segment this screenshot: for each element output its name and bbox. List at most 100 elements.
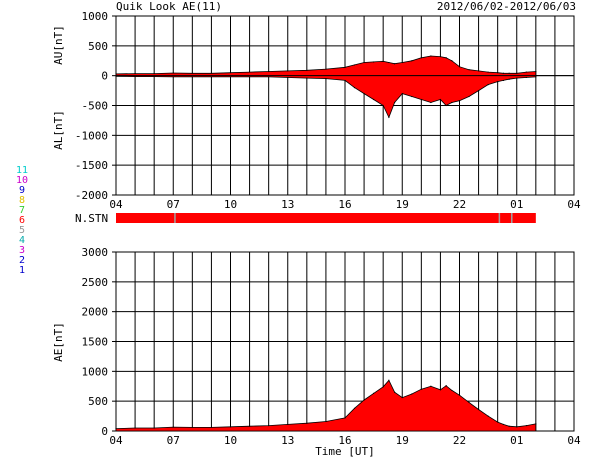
au-point — [439, 55, 442, 58]
bottom-xtick-label: 07 — [167, 434, 180, 447]
au-point — [210, 72, 213, 74]
n-stn-gap — [511, 213, 513, 223]
al-point — [344, 79, 346, 82]
au-point — [388, 61, 390, 64]
al-point — [497, 81, 499, 83]
n-stn-gap — [174, 213, 176, 223]
al-point — [508, 78, 510, 80]
au-point — [451, 60, 453, 62]
ae-point — [394, 391, 396, 393]
au-point — [382, 60, 384, 62]
al-point — [525, 76, 527, 79]
al-point — [134, 75, 136, 78]
ae-point — [477, 408, 480, 411]
au-point — [394, 63, 396, 65]
ae-point — [248, 425, 251, 427]
au-point — [497, 72, 499, 74]
au-point — [229, 72, 232, 74]
au-point — [401, 61, 403, 64]
al-point — [325, 78, 327, 80]
stn-legend-entry: 6 — [19, 215, 25, 226]
ae-point — [115, 428, 117, 430]
top-ytick-label: 1000 — [82, 10, 109, 23]
al-point — [477, 89, 480, 92]
ae-point — [502, 423, 504, 426]
au-point — [487, 71, 489, 73]
bottom-xtick-label: 04 — [109, 434, 123, 447]
bottom-ytick-label: 3000 — [82, 246, 109, 259]
stn-legend-entry: 9 — [19, 185, 25, 196]
al-point — [210, 76, 213, 78]
ae-point — [535, 423, 537, 425]
ae-point — [468, 401, 470, 403]
bottom-ytick-label: 2500 — [82, 276, 109, 289]
ae-point — [287, 423, 289, 426]
top-xtick-label: 10 — [224, 198, 237, 211]
bottom-xtick-label: 10 — [224, 434, 237, 447]
top-xtick-label: 01 — [510, 198, 523, 211]
al-point — [458, 100, 461, 102]
au-point — [353, 64, 356, 66]
ae-point — [382, 386, 384, 388]
top-xtick-label: 07 — [167, 198, 180, 211]
stn-legend-entry: 3 — [19, 245, 25, 256]
ae-point — [401, 396, 403, 399]
ae-point — [525, 425, 527, 427]
top-frame — [115, 15, 575, 196]
ae-point — [344, 417, 346, 419]
au-point — [468, 69, 470, 71]
al-point — [430, 101, 432, 104]
bottom-xtick-label: 22 — [453, 434, 466, 447]
stn-legend-entry: 11 — [16, 165, 28, 176]
au-axis-label: AU[nT] — [52, 25, 65, 65]
au-point — [134, 72, 136, 75]
ae-point — [325, 420, 327, 423]
au-point — [502, 72, 504, 74]
al-point — [373, 98, 375, 101]
bottom-ytick-label: 2000 — [82, 306, 109, 319]
al-point — [535, 76, 537, 78]
top-xtick-label: 16 — [338, 198, 351, 211]
ae-point — [388, 379, 390, 381]
top-ytick-label: 500 — [88, 40, 108, 53]
au-point — [344, 66, 346, 68]
stn-legend-entry: 5 — [19, 225, 25, 236]
al-point — [248, 76, 251, 78]
bottom-ytick-label: 0 — [101, 425, 108, 438]
top-ytick-label: -500 — [82, 100, 109, 113]
au-point — [248, 71, 251, 73]
al-point — [115, 75, 117, 77]
ae-point — [439, 389, 442, 391]
au-point — [373, 61, 375, 63]
au-point — [306, 69, 308, 71]
ae-point — [210, 426, 213, 429]
ae-point — [134, 427, 136, 429]
al-point — [353, 87, 356, 89]
al-point — [401, 92, 403, 95]
au-point — [172, 72, 174, 74]
bottom-xtick-label: 01 — [510, 434, 523, 447]
al-point — [191, 76, 193, 78]
stn-legend-entry: 4 — [19, 235, 25, 246]
ae-axis-label: AE[nT] — [52, 322, 65, 362]
top-ytick-label: -1000 — [75, 129, 108, 142]
au-point — [268, 70, 270, 73]
au-point — [411, 60, 413, 62]
au-point — [153, 72, 155, 75]
al-point — [363, 92, 365, 95]
stn-legend-entry: 1 — [19, 265, 25, 276]
al-point — [153, 75, 155, 78]
au-point — [508, 72, 510, 74]
stn-legend-entry: 8 — [19, 195, 25, 206]
au-point — [363, 61, 365, 64]
top-xtick-label: 04 — [567, 198, 581, 211]
top-xtick-label: 04 — [109, 198, 123, 211]
al-point — [229, 76, 232, 78]
bottom-xtick-label: 04 — [567, 434, 581, 447]
ae-point — [191, 426, 193, 429]
al-point — [411, 95, 413, 98]
al-point — [451, 101, 453, 104]
bottom-ytick-label: 1000 — [82, 365, 109, 378]
